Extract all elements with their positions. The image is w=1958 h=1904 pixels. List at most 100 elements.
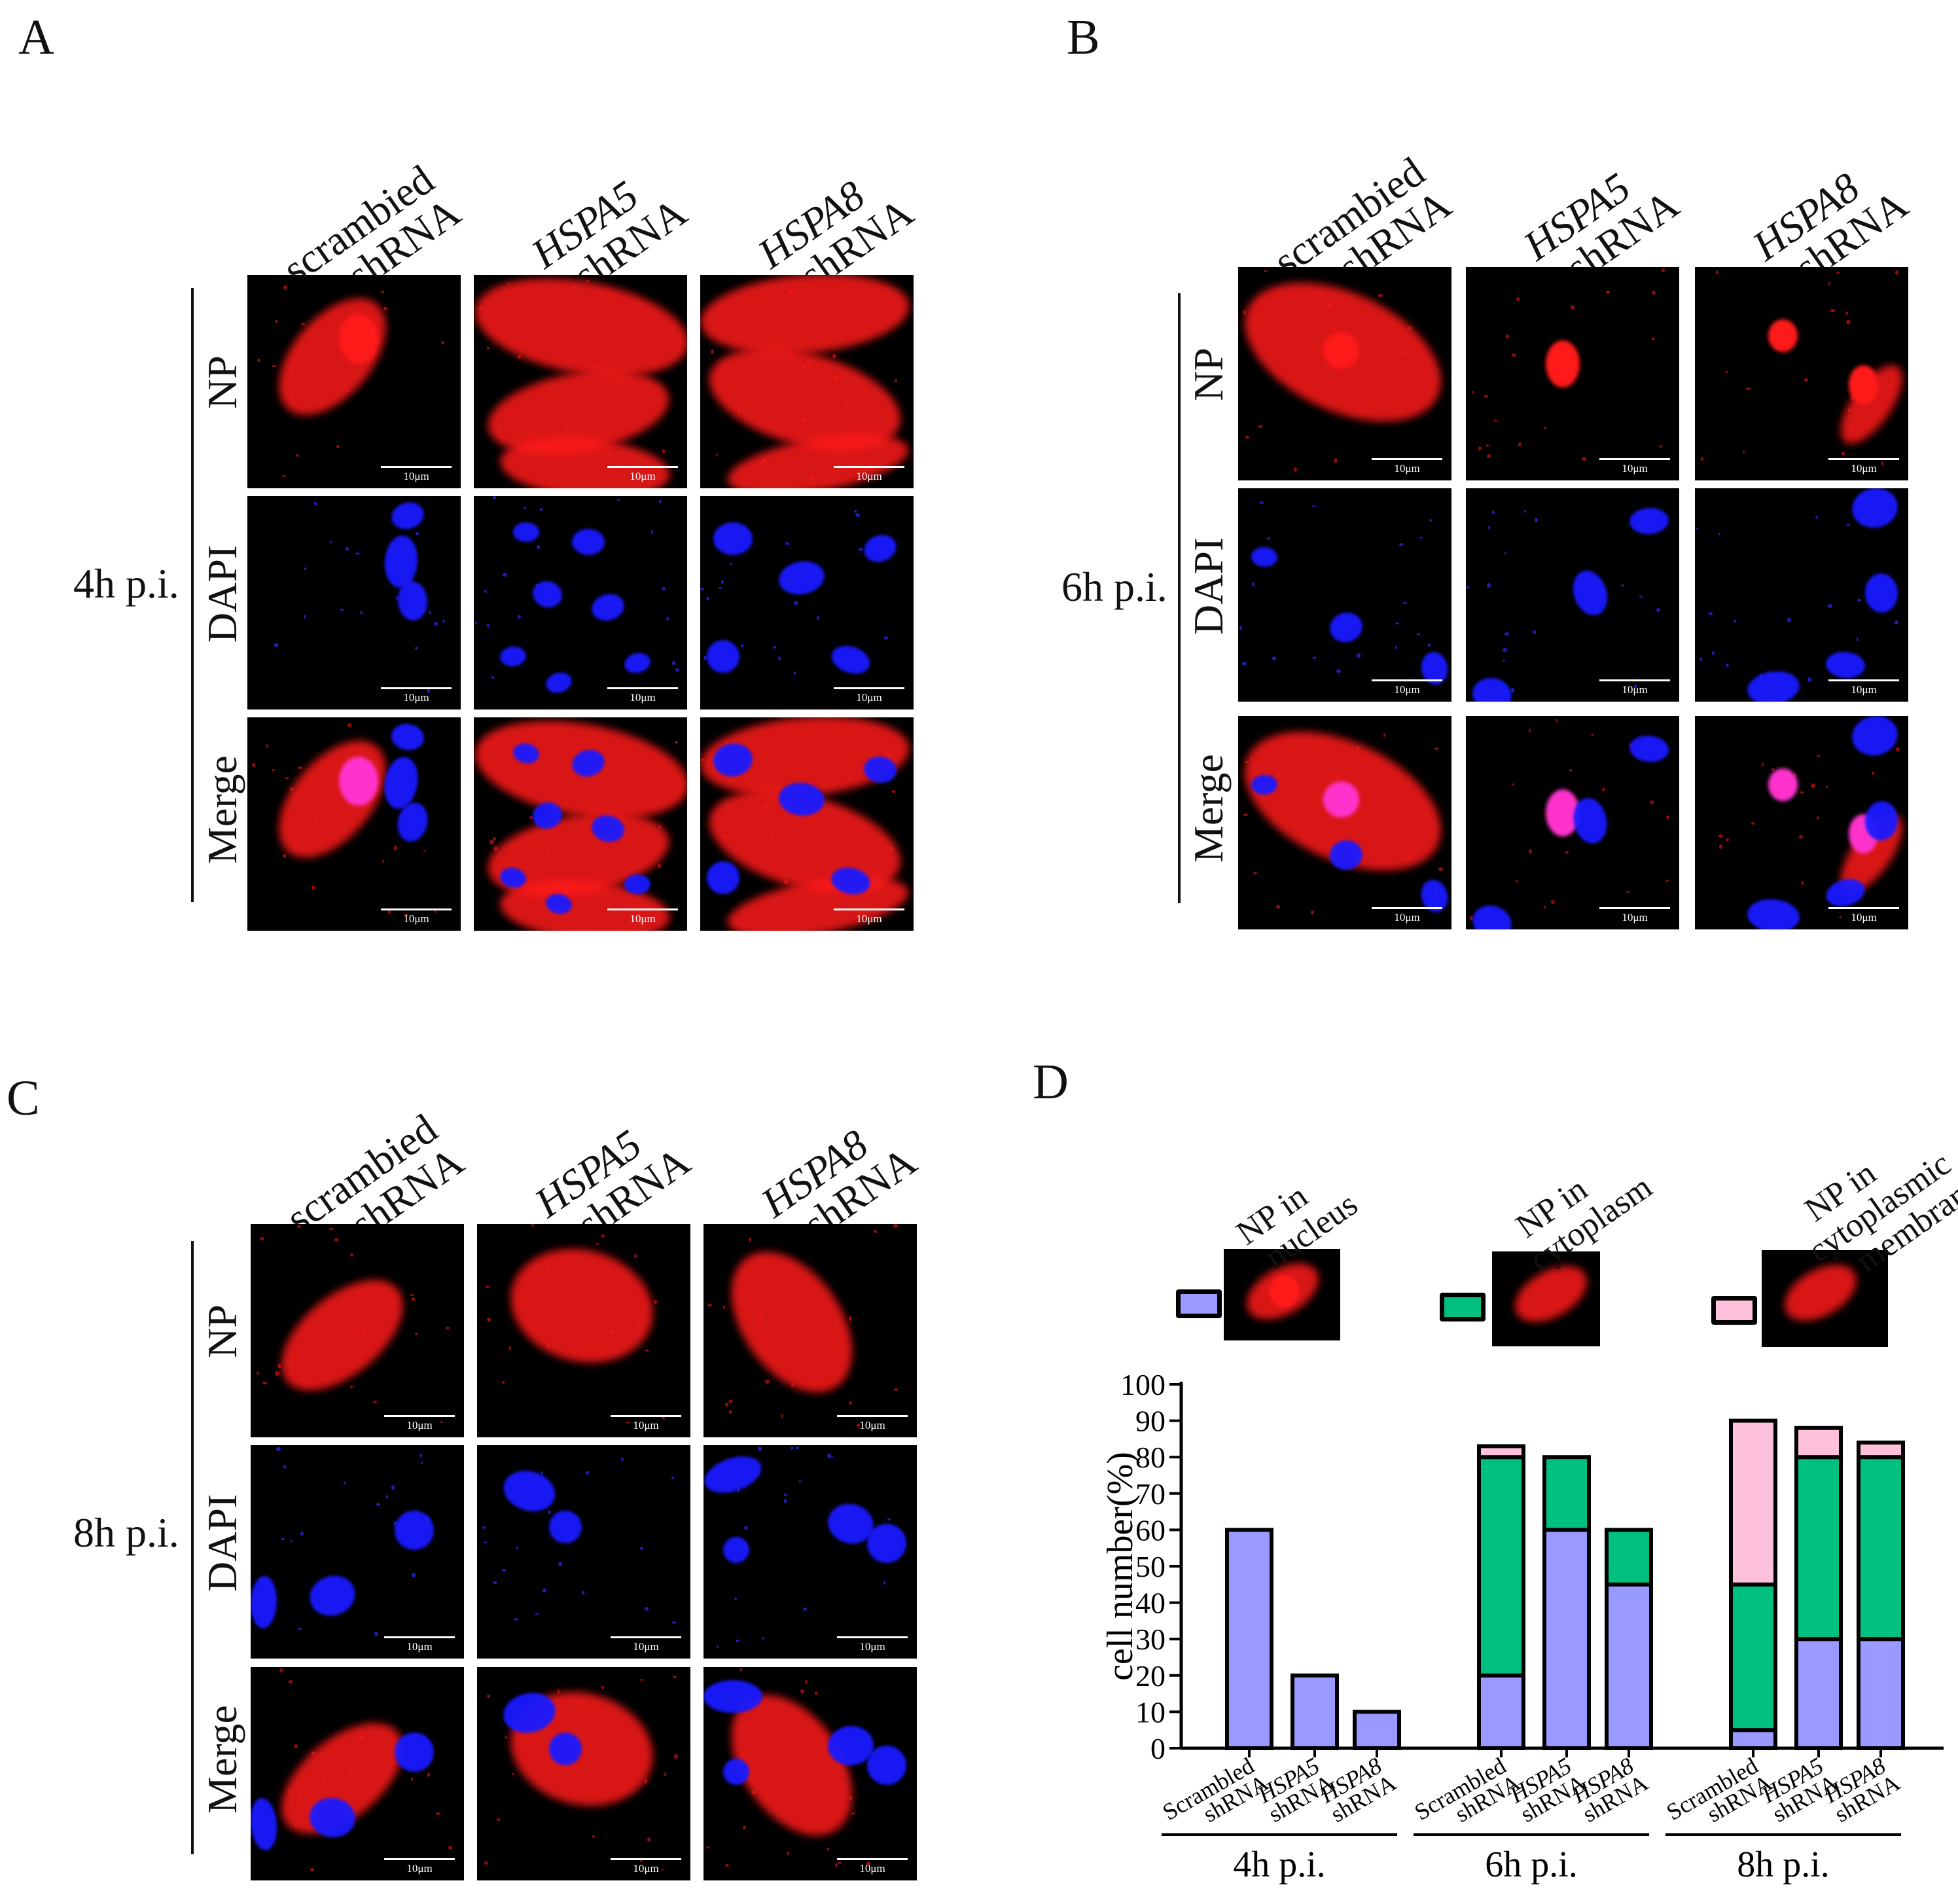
scale-bar-line [381, 687, 452, 689]
cell-signal [1701, 457, 1704, 461]
cell-signal [703, 655, 707, 660]
cell-signal [601, 1685, 605, 1690]
micrograph-dapi: 10μm [703, 1445, 917, 1659]
cell-signal [1434, 747, 1438, 751]
cell-signal [487, 1694, 490, 1698]
cell-signal [1494, 420, 1497, 422]
cell-signal [1311, 505, 1315, 508]
cell-signal [1399, 543, 1404, 547]
cell-signal [543, 1588, 547, 1592]
scale-bar-line [1828, 907, 1899, 909]
cell-signal [1505, 334, 1509, 339]
cell-signal [1484, 394, 1489, 399]
cell-signal [1546, 340, 1580, 387]
cell-signal [1650, 800, 1654, 804]
cell-signal [1323, 332, 1359, 368]
scale-bar: 10μm [1828, 458, 1899, 475]
cell-signal [672, 1676, 677, 1679]
cell-signal [849, 1316, 853, 1321]
cell-signal [703, 1449, 766, 1500]
cell-signal [1726, 370, 1728, 374]
bar-segment-cytoplasm [1729, 1582, 1777, 1733]
cell-signal [416, 532, 419, 535]
cell-signal [675, 668, 680, 672]
scale-bar-label: 10μm [406, 1640, 433, 1653]
cell-signal [1533, 630, 1537, 635]
scale-bar-label: 10μm [856, 470, 882, 482]
cell-signal [497, 1233, 666, 1378]
cell-signal [1662, 268, 1665, 272]
panel-letter-d: D [1033, 1054, 1069, 1109]
scale-bar-line [611, 1415, 681, 1417]
cell-signal [1383, 732, 1386, 738]
scale-bar: 10μm [611, 1636, 681, 1653]
cell-signal [1621, 584, 1625, 587]
scale-bar: 10μm [837, 1415, 908, 1432]
cell-signal [664, 1772, 666, 1776]
cell-signal [291, 1539, 293, 1542]
cell-signal [531, 1224, 535, 1227]
cell-signal [277, 1364, 281, 1368]
cell-signal [1478, 446, 1482, 450]
cell-signal [389, 721, 427, 753]
row-label: NP [1185, 348, 1232, 401]
cell-signal [1544, 905, 1546, 909]
cell-signal [300, 1531, 304, 1536]
scale-bar-line [837, 1415, 908, 1417]
cell-signal [1569, 769, 1573, 772]
cell-signal [1628, 507, 1670, 535]
cell-signal [512, 1772, 514, 1776]
cell-signal [661, 1868, 664, 1871]
cell-signal [311, 885, 316, 889]
scale-bar: 10μm [1599, 679, 1670, 696]
cell-signal [1270, 1275, 1299, 1308]
cell-signal [280, 1538, 285, 1541]
cell-signal [340, 608, 345, 611]
scale-bar-label: 10μm [406, 1862, 433, 1875]
scale-bar-label: 10μm [1851, 462, 1877, 475]
cell-signal [1582, 456, 1586, 461]
cell-signal [281, 475, 285, 478]
row-group-line [191, 1241, 194, 1854]
cell-signal [711, 350, 714, 355]
cell-signal [1746, 387, 1751, 391]
cell-signal [1395, 622, 1399, 625]
scale-bar-line [834, 687, 904, 689]
cell-signal [675, 740, 679, 744]
cell-signal [541, 1471, 543, 1475]
cell-signal [394, 1732, 435, 1772]
cell-signal [1745, 668, 1802, 702]
micrograph-merge: 10μm [247, 717, 461, 931]
scale-bar-label: 10μm [856, 912, 882, 925]
cell-signal [793, 601, 798, 605]
cell-signal [1512, 353, 1516, 357]
cell-signal [271, 768, 275, 771]
cell-signal [415, 1332, 418, 1335]
cell-signal [640, 1546, 644, 1550]
cell-signal [826, 1847, 829, 1850]
scale-bar-label: 10μm [1622, 683, 1648, 696]
cell-signal [257, 358, 261, 363]
cell-signal [855, 512, 861, 518]
cell-signal [1416, 633, 1421, 636]
cell-signal [1768, 319, 1798, 352]
cell-signal [440, 1420, 444, 1424]
cell-signal [715, 454, 719, 456]
row-label: DAPI [199, 1494, 245, 1592]
cell-signal [1311, 910, 1314, 914]
cell-signal [1511, 783, 1514, 786]
cell-signal [314, 501, 317, 506]
cell-signal [647, 1837, 650, 1842]
cell-signal [349, 1253, 354, 1256]
cell-signal [728, 1409, 732, 1414]
cell-signal [523, 506, 526, 510]
cell-signal [800, 1689, 804, 1694]
cell-signal [671, 1476, 674, 1479]
cell-signal [1816, 755, 1820, 758]
cell-signal [1802, 880, 1804, 885]
cell-signal [1535, 517, 1539, 522]
cell-signal [260, 1237, 265, 1241]
y-tick-label: 50 [1135, 1550, 1166, 1583]
cell-signal [251, 1575, 278, 1629]
